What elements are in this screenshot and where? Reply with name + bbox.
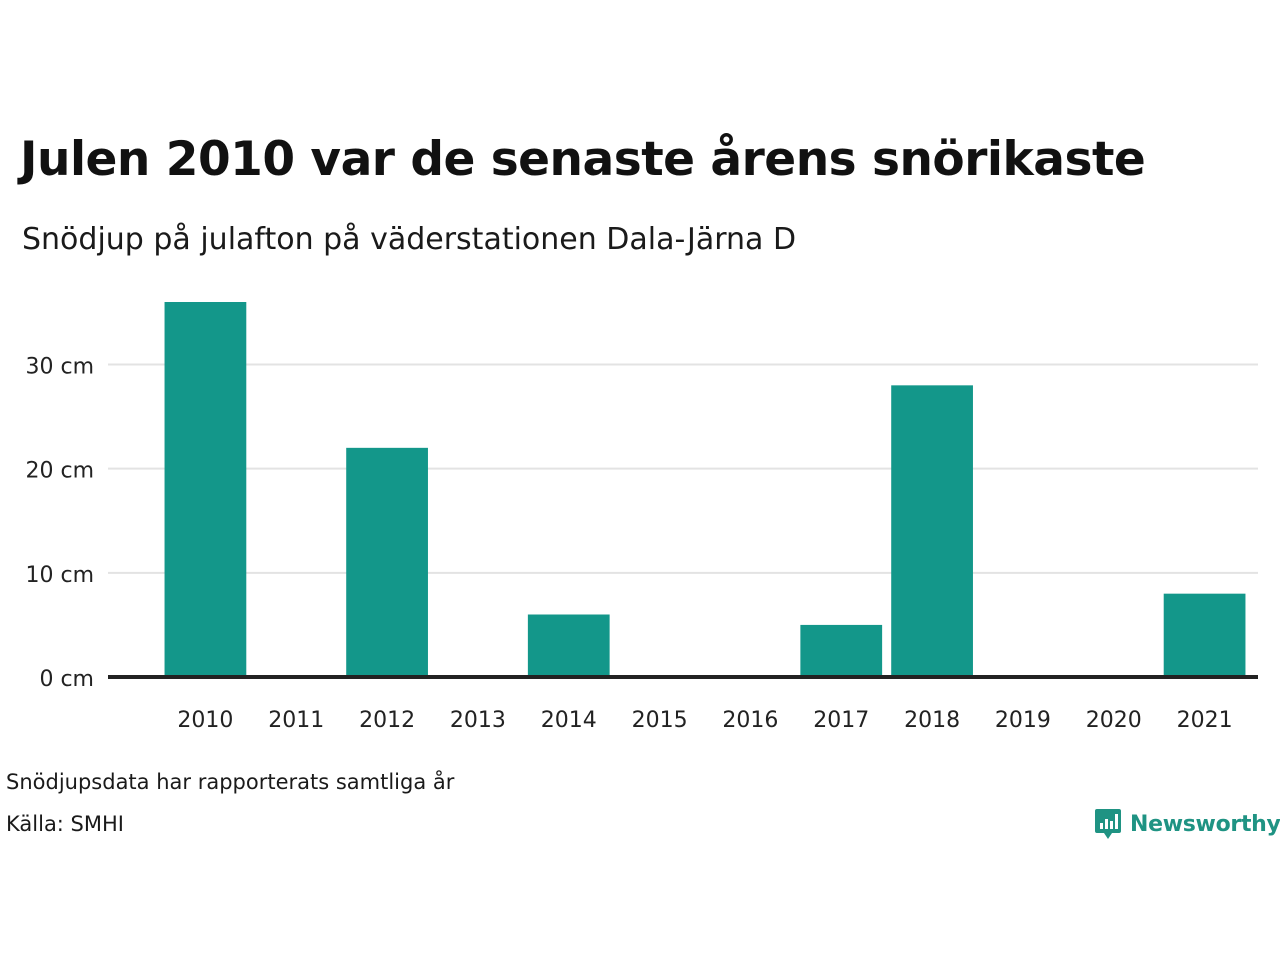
y-tick-label: 20 cm	[25, 459, 94, 484]
x-tick-label: 2013	[450, 708, 506, 733]
x-tick-label: 2015	[632, 708, 688, 733]
newsworthy-logo: Newsworthy	[1094, 806, 1280, 842]
bars	[164, 302, 1246, 677]
chart-subtitle: Snödjup på julafton på väderstationen Da…	[22, 222, 797, 257]
bar-2012	[346, 447, 428, 677]
bar-2017	[800, 624, 883, 677]
chart-title: Julen 2010 var de senaste årens snörikas…	[20, 132, 1146, 187]
x-tick-label: 2012	[359, 708, 415, 733]
x-tick-labels: 2010 2011 2012 2013 2014 2015 2016 2017 2018 2019…	[177, 708, 1232, 733]
bar-2018	[891, 385, 973, 677]
data-note: Snödjupsdata har rapporterats samtliga å…	[6, 770, 455, 794]
x-tick-label: 2018	[904, 708, 960, 733]
x-tick-label: 2014	[541, 708, 597, 733]
x-tick-label: 2010	[177, 708, 233, 733]
x-tick-label: 2016	[722, 708, 778, 733]
bar-chart-speech-bubble-icon	[1095, 809, 1121, 839]
logo-text: Newsworthy	[1130, 811, 1280, 837]
x-tick-label: 2021	[1177, 708, 1233, 733]
bar-2014	[527, 614, 610, 677]
x-tick-label: 2020	[1086, 708, 1142, 733]
y-tick-label: 0 cm	[39, 667, 94, 692]
y-tick-label: 30 cm	[25, 355, 94, 380]
bar-2021	[1163, 593, 1246, 677]
y-tick-labels: 0 cm 10 cm 20 cm 30 cm	[25, 355, 94, 693]
snow-depth-bar-chart: 0 cm 10 cm 20 cm 30 cm 2010 2011 2012 2013 2014…	[25, 302, 1258, 733]
y-tick-label: 10 cm	[25, 563, 94, 588]
x-tick-label: 2019	[995, 708, 1051, 733]
gridlines	[108, 363, 1258, 574]
source-label: Källa: SMHI	[6, 812, 124, 836]
bar-2010	[164, 302, 247, 677]
x-tick-label: 2011	[268, 708, 324, 733]
x-tick-label: 2017	[813, 708, 869, 733]
